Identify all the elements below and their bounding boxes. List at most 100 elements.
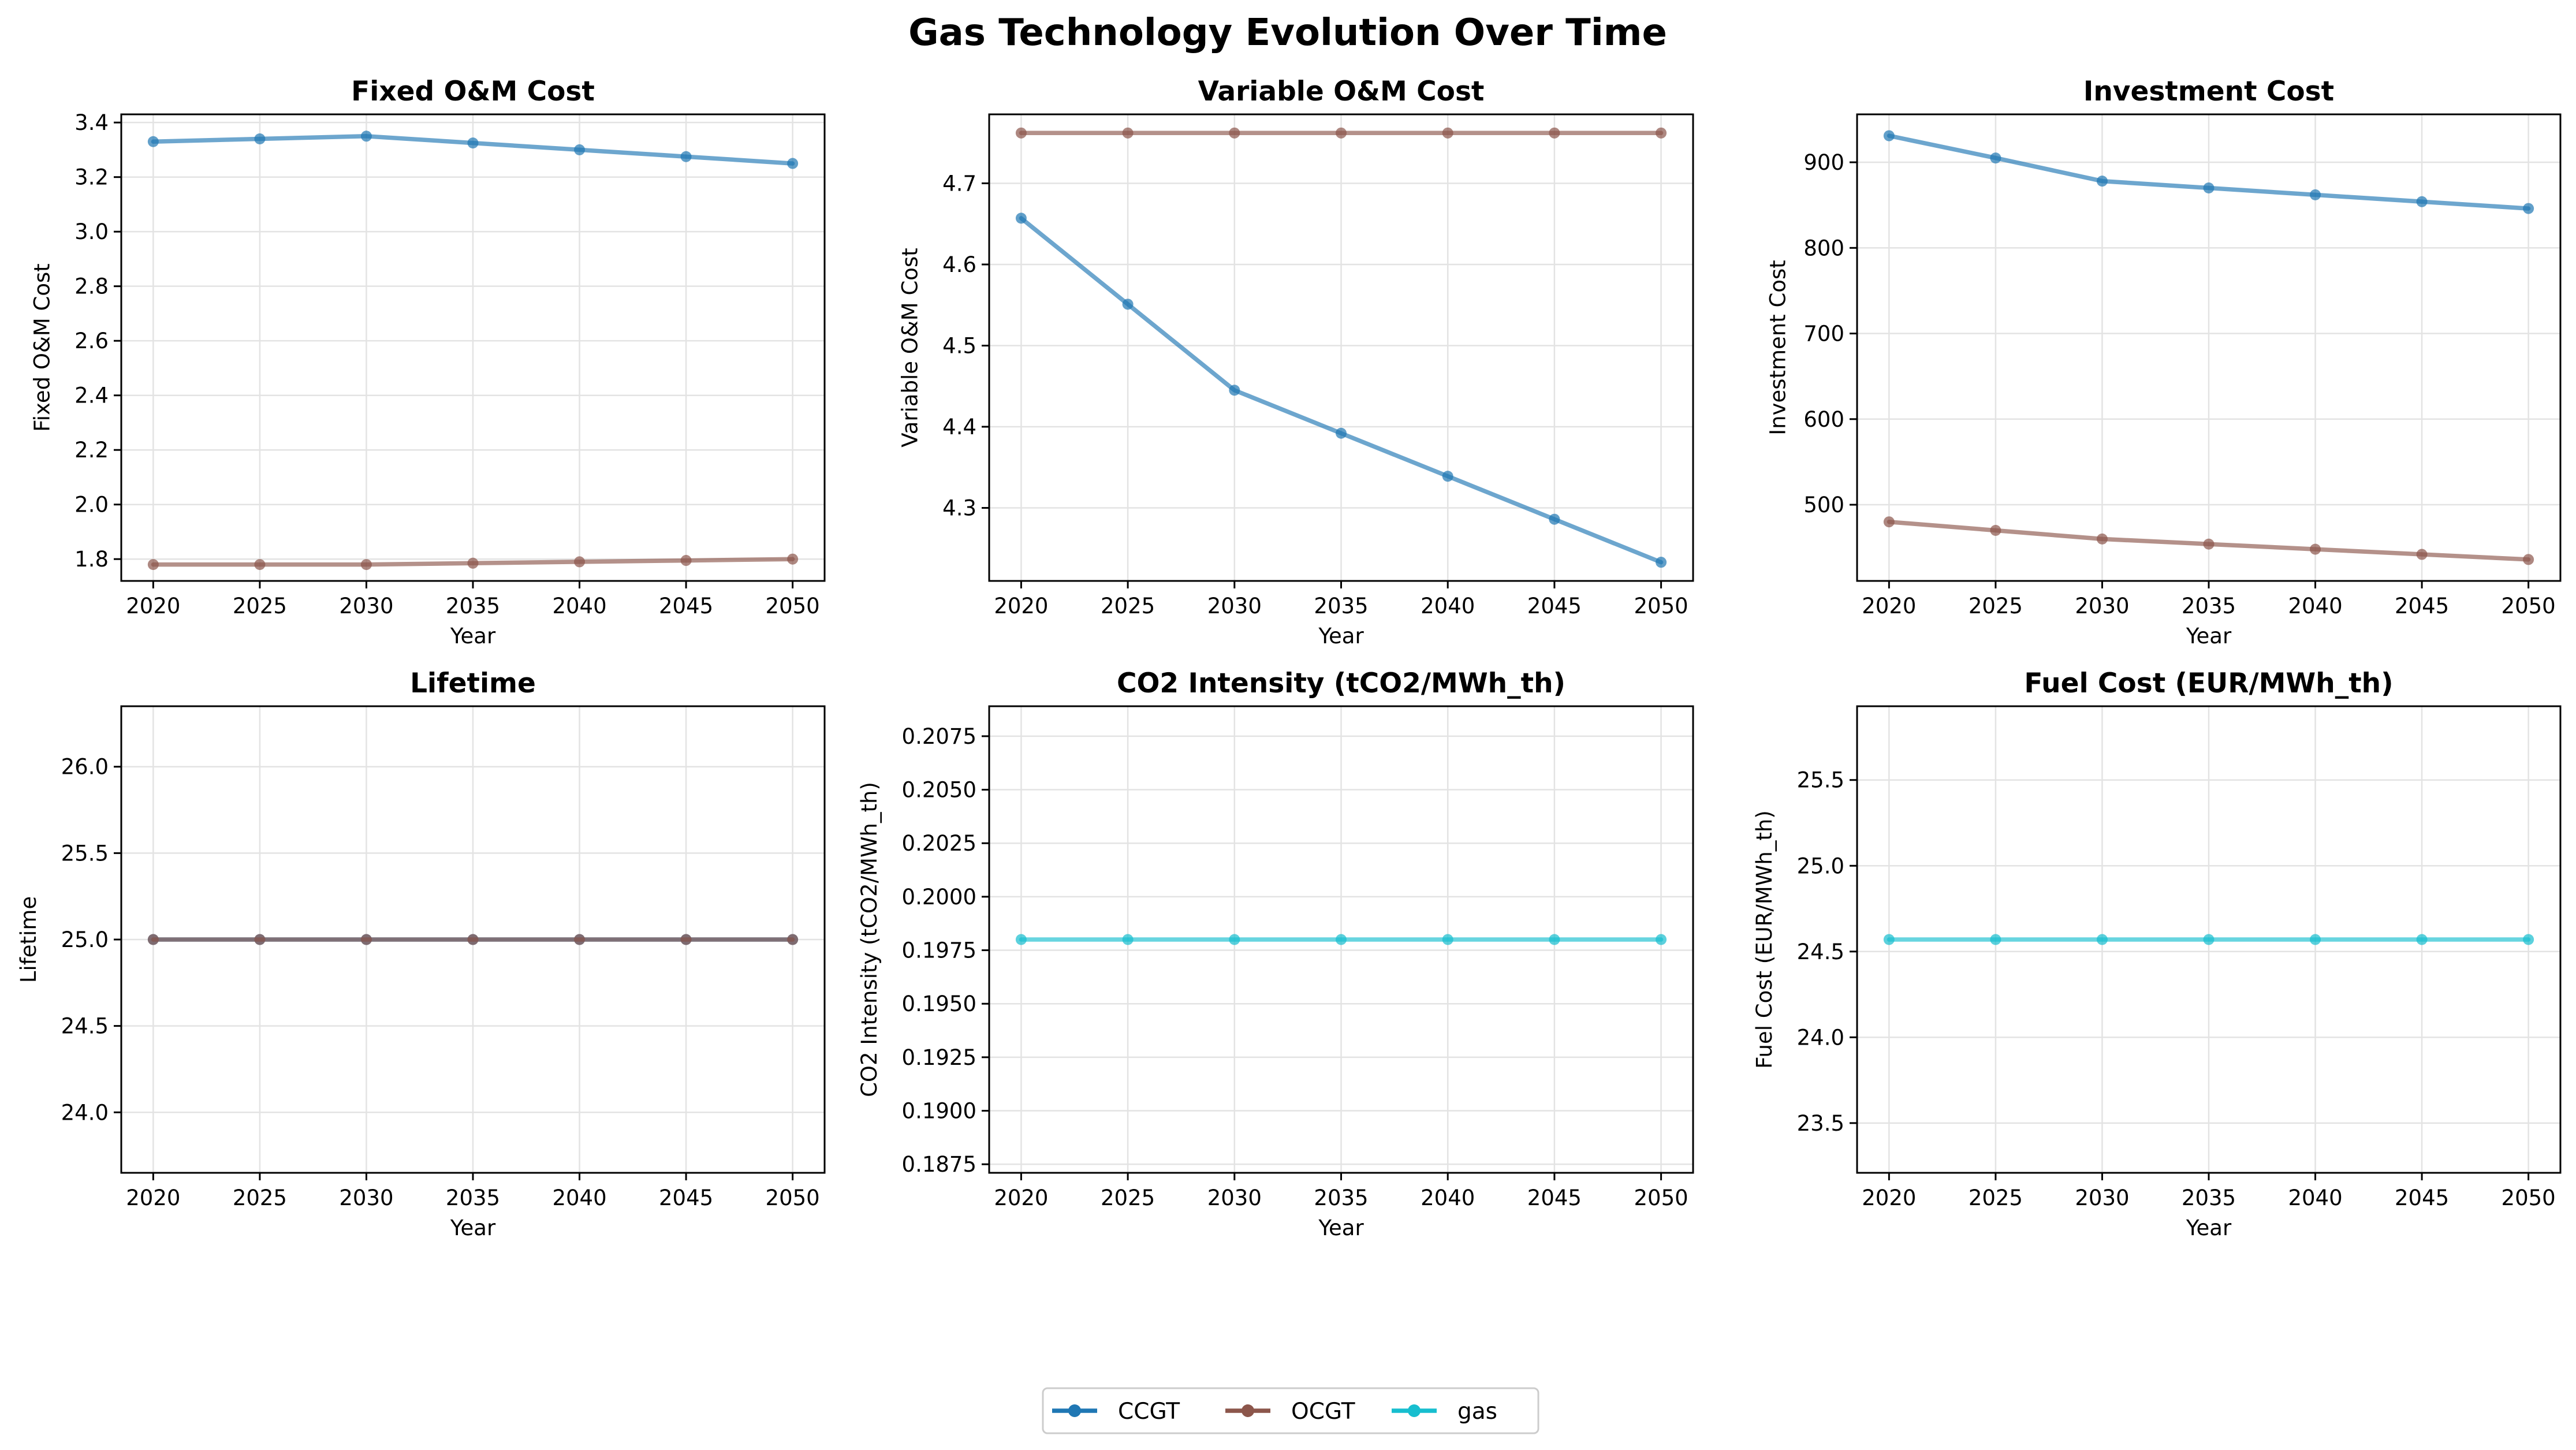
- data-point-ocgt: [1990, 525, 2001, 536]
- panel-6: 2020 2025 2030 2035 2040 2045 2050 23.5 24.0 24.5…: [1752, 668, 2562, 1240]
- y-tick-label: 3.0: [74, 219, 109, 244]
- data-point-gas: [1990, 934, 2001, 945]
- data-point-ocgt: [2310, 543, 2321, 555]
- data-point-ocgt: [680, 934, 692, 945]
- data-point-ccgt: [1656, 557, 1667, 568]
- y-tick-label: 600: [1803, 407, 1844, 432]
- data-point-ccgt: [1442, 471, 1453, 482]
- y-axis-label: Investment Cost: [1766, 260, 1791, 435]
- data-point-ocgt: [787, 553, 799, 565]
- data-point-ocgt: [2416, 549, 2428, 560]
- data-point-ccgt: [1122, 299, 1134, 310]
- data-point-ccgt: [1549, 513, 1560, 525]
- data-point-gas: [1015, 934, 1027, 945]
- x-axis-label: Year: [2186, 1216, 2232, 1240]
- data-point-ocgt: [574, 934, 586, 945]
- y-tick-label: 0.2075: [902, 724, 976, 749]
- x-tick-label: 2030: [1207, 594, 1262, 618]
- y-tick-label: 0.1975: [902, 938, 976, 963]
- panel-3: 2020 2025 2030 2035 2040 2045 2050 500 600 700 800…: [1766, 76, 2562, 648]
- x-tick-label: 2025: [1101, 594, 1155, 618]
- data-point-ccgt: [1336, 427, 1347, 439]
- data-point-ocgt: [2096, 533, 2108, 545]
- data-point-ocgt: [574, 556, 586, 568]
- y-tick-label: 800: [1803, 236, 1844, 260]
- y-tick-label: 2.2: [74, 438, 109, 463]
- data-point-ocgt: [1336, 127, 1347, 139]
- legend-label: OCGT: [1291, 1399, 1355, 1425]
- data-point-ocgt: [467, 934, 479, 945]
- data-point-gas: [1442, 934, 1453, 945]
- y-tick-label: 4.4: [942, 415, 976, 439]
- x-tick-label: 2035: [1314, 594, 1368, 618]
- x-tick-label: 2045: [2395, 1186, 2449, 1210]
- y-axis-label: Lifetime: [16, 896, 41, 983]
- y-tick-label: 700: [1803, 322, 1844, 346]
- y-tick-label: 0.1875: [902, 1152, 976, 1177]
- data-point-ocgt: [1883, 516, 1895, 528]
- legend-label: CCGT: [1118, 1399, 1180, 1425]
- data-point-ccgt: [2096, 176, 2108, 187]
- data-point-ccgt: [1883, 130, 1895, 141]
- y-tick-label: 25.5: [1797, 768, 1844, 793]
- data-point-ccgt: [2310, 189, 2321, 200]
- data-point-gas: [1656, 934, 1667, 945]
- y-tick-label: 23.5: [1797, 1111, 1844, 1136]
- data-point-gas: [2096, 934, 2108, 945]
- y-tick-label: 2.6: [74, 329, 109, 353]
- x-tick-label: 2035: [446, 594, 500, 618]
- panel-title: CO2 Intensity (tCO2/MWh_th): [1117, 668, 1565, 699]
- x-tick-label: 2025: [1101, 1186, 1155, 1210]
- y-tick-label: 3.4: [74, 110, 109, 135]
- y-tick-label: 1.8: [74, 547, 109, 572]
- legend-marker-swatch: [1068, 1404, 1081, 1417]
- data-point-ocgt: [787, 934, 799, 945]
- x-tick-label: 2020: [126, 1186, 180, 1210]
- x-tick-label: 2025: [233, 1186, 287, 1210]
- y-tick-label: 3.2: [74, 165, 109, 190]
- data-point-ocgt: [1229, 127, 1240, 139]
- y-tick-label: 2.4: [74, 383, 109, 408]
- x-tick-label: 2040: [2288, 594, 2342, 618]
- x-tick-label: 2030: [2075, 594, 2129, 618]
- y-tick-label: 0.2050: [902, 778, 976, 803]
- legend-entry-ocgt: OCGT: [1225, 1399, 1355, 1425]
- x-axis-label: Year: [450, 1216, 496, 1240]
- x-tick-label: 2045: [659, 1186, 713, 1210]
- y-tick-label: 24.0: [1797, 1025, 1844, 1050]
- legend-entry-gas: gas: [1392, 1399, 1497, 1425]
- data-point-ccgt: [1229, 385, 1240, 396]
- x-tick-label: 2035: [2182, 1186, 2236, 1210]
- x-axis-label: Year: [450, 624, 496, 648]
- data-point-ccgt: [360, 131, 372, 142]
- data-point-ccgt: [1015, 213, 1027, 224]
- x-tick-label: 2050: [1634, 1186, 1688, 1210]
- x-tick-label: 2045: [1527, 1186, 1582, 1210]
- data-point-ccgt: [2203, 182, 2215, 194]
- legend-marker-swatch: [1408, 1404, 1421, 1417]
- data-point-ccgt: [574, 144, 586, 155]
- y-tick-label: 24.5: [1797, 940, 1844, 964]
- x-tick-label: 2020: [994, 594, 1048, 618]
- panel-title: Variable O&M Cost: [1198, 76, 1485, 107]
- data-point-ccgt: [254, 133, 266, 145]
- x-tick-label: 2020: [1862, 594, 1916, 618]
- data-point-gas: [2203, 934, 2215, 945]
- y-tick-label: 25.5: [61, 841, 109, 866]
- x-tick-label: 2050: [766, 594, 820, 618]
- data-point-ocgt: [1015, 127, 1027, 139]
- data-point-gas: [2523, 934, 2534, 945]
- y-tick-label: 2.8: [74, 274, 109, 299]
- y-tick-label: 2.0: [74, 493, 109, 517]
- panel-title: Lifetime: [410, 668, 536, 699]
- x-tick-label: 2035: [2182, 594, 2236, 618]
- x-tick-label: 2020: [1862, 1186, 1916, 1210]
- data-point-ccgt: [147, 136, 159, 147]
- data-point-ocgt: [2203, 538, 2215, 550]
- data-point-ocgt: [1122, 127, 1134, 139]
- data-point-ccgt: [2523, 203, 2534, 214]
- y-axis-label: Fuel Cost (EUR/MWh_th): [1752, 810, 1777, 1068]
- data-point-ocgt: [360, 559, 372, 571]
- y-tick-label: 25.0: [1797, 853, 1844, 878]
